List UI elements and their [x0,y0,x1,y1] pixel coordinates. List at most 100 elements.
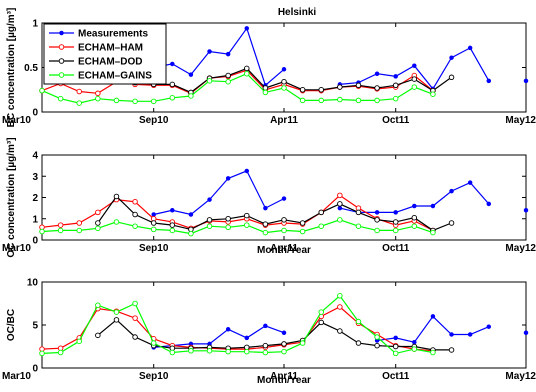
data-point [448,74,455,81]
series-echam-dod [113,65,455,96]
data-point [318,97,324,104]
data-point [207,197,212,202]
data-point [244,348,250,355]
legend-entry: ECHAM–HAM [78,43,143,54]
data-point [132,98,138,105]
data-point [337,304,343,310]
data-point [374,97,380,104]
legend-swatch-marker [58,58,65,64]
data-point [299,86,306,93]
data-point [281,67,287,72]
data-point [170,207,175,213]
data-point [169,349,176,356]
data-point [392,350,399,357]
y-tick-label: 0 [32,364,38,375]
x-tick-label: Oct11 [382,371,410,382]
x-tick-label: Oct11 [382,243,410,254]
data-point [169,81,176,88]
y-axis-label: OC/BC [6,309,17,341]
data-point [262,342,269,349]
data-point [355,223,362,229]
x-axis-label: Month/Year [257,375,311,386]
series-line [41,69,434,94]
data-point [392,95,399,102]
data-point [411,223,418,229]
data-point [467,45,473,51]
data-point [57,222,64,228]
data-point [188,348,194,354]
data-point [412,63,417,68]
data-point [392,227,399,234]
data-point [355,340,362,346]
series-line [153,170,285,216]
data-point [430,349,436,356]
data-point [206,217,213,223]
series-echam-dod [95,193,455,234]
series-line [41,219,434,235]
data-point [225,51,231,57]
data-point [374,334,380,340]
data-point [113,309,120,315]
data-point [374,71,380,76]
data-point [76,338,82,345]
data-point [299,340,306,346]
y-tick-label: 0 [32,236,38,247]
x-tick-label: Oct11 [382,115,410,126]
data-point [150,98,157,105]
data-point [337,205,343,211]
data-point [374,342,380,349]
data-point [392,343,399,350]
data-point [449,55,454,60]
legend-entry: ECHAM–DOD [78,57,142,68]
data-point [151,212,156,217]
data-point [374,210,380,215]
x-tick-label: May12 [505,243,536,254]
data-point [337,201,343,207]
data-point [523,78,529,84]
data-point [430,229,436,236]
data-point [448,347,455,353]
data-point [355,97,362,104]
data-point [337,217,343,223]
y-tick-label: 2 [32,193,38,204]
data-point [523,207,529,213]
y-tick-label: 0 [32,108,38,119]
data-point [411,76,418,82]
data-point [57,227,64,234]
data-point [318,223,324,229]
x-tick-label: Apr11 [270,371,298,382]
data-point [244,70,250,77]
data-point [95,95,101,102]
y-tick-label: 3 [32,172,38,183]
data-point [430,314,436,319]
x-tick-label: Sep10 [139,243,169,254]
data-point [244,335,250,341]
y-tick-label: 0.5 [24,63,38,74]
data-point [374,85,380,91]
data-point [206,78,213,84]
data-point [225,72,231,79]
data-point [57,95,64,102]
data-point [337,293,343,299]
panel-2: 0 1 2 3 4 Mar10 Sep10 Apr11 Oct11 May12 OC concent… [2,137,536,257]
data-point [262,229,269,236]
data-point [430,203,436,209]
data-point [281,348,287,355]
y-axis-label: OC concentration [µg/m³] [6,137,17,257]
data-point [95,90,101,97]
data-point [262,349,269,356]
data-point [412,339,417,345]
data-point [393,210,398,215]
data-point [188,93,194,99]
data-point [374,227,380,234]
data-point [113,193,120,200]
data-point [95,332,101,339]
data-point [374,217,380,223]
data-point [188,72,194,77]
data-point [486,324,492,329]
data-point [244,168,250,174]
data-point [206,348,213,354]
data-point [262,221,269,227]
x-tick-label: Apr11 [270,115,298,126]
